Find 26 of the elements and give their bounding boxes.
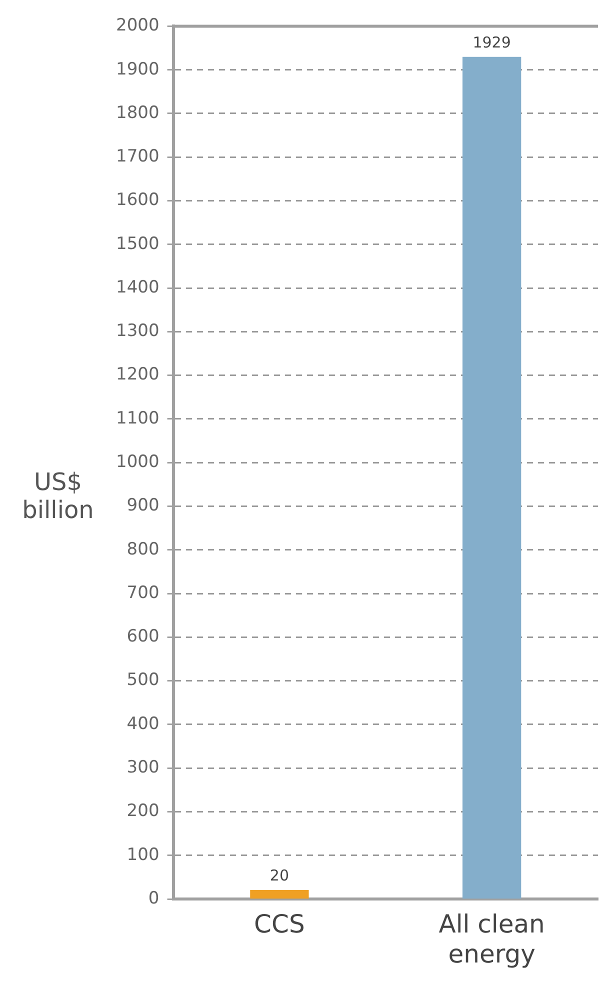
y-tick-label: 1500 (116, 234, 160, 254)
x-tick-label: All clean energy (438, 910, 545, 968)
y-tick-label: 700 (126, 582, 160, 603)
y-tick-label: 400 (126, 714, 160, 734)
data-label: 1929 (472, 34, 511, 52)
y-tick-label: 1700 (116, 146, 160, 167)
y-tick-label: 600 (126, 626, 160, 647)
y-tick-label: 500 (126, 670, 160, 690)
y-tick-label: 1300 (116, 321, 160, 342)
y-tick-label: 200 (126, 801, 160, 822)
y-tick-label: 1400 (116, 277, 160, 298)
y-axis-title: US$ billion (21, 468, 95, 524)
y-tick-label: 0 (148, 888, 160, 908)
y-tick-label: 100 (126, 844, 160, 865)
y-tick-label: 1100 (116, 408, 160, 428)
y-tick-label: 1000 (116, 452, 160, 472)
y-tick-label: 800 (126, 539, 160, 560)
y-tick-label: 2000 (116, 16, 160, 36)
y-tick-label: 1900 (116, 59, 160, 80)
y-tick-label: 1600 (116, 190, 160, 210)
y-tick-label: 900 (126, 496, 160, 516)
y-tick-label: 1200 (116, 364, 160, 385)
y-tick-label: 300 (126, 758, 160, 778)
y-tick-label: 1800 (116, 102, 160, 123)
x-tick-label: CCS (254, 910, 305, 938)
data-label: 20 (270, 866, 289, 885)
